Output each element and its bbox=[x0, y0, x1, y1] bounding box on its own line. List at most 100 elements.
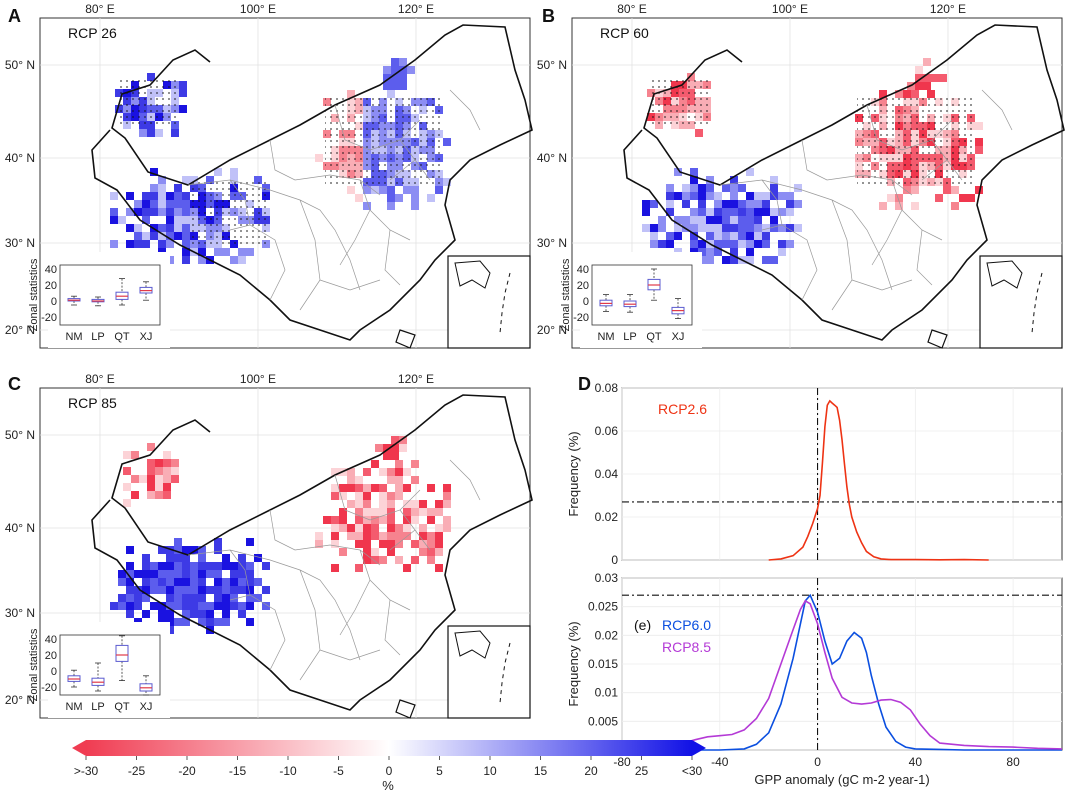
anomaly-cell bbox=[182, 586, 190, 594]
anomaly-cell bbox=[698, 216, 706, 224]
boxplot-zone-label: QT bbox=[114, 331, 130, 343]
panel-letter-b: B bbox=[542, 6, 555, 26]
anomaly-cell bbox=[419, 524, 427, 532]
anomaly-cell bbox=[931, 74, 939, 82]
anomaly-cell bbox=[770, 208, 778, 216]
anomaly-cell bbox=[222, 586, 230, 594]
colorbar: >-30 -25 -20 -15 -10 -5 0 5 10 15 20 25 <30 % bbox=[72, 740, 706, 793]
inset-boundary bbox=[1031, 272, 1043, 334]
anomaly-cell bbox=[647, 113, 655, 121]
anomaly-cell bbox=[706, 176, 714, 184]
colorbar-tick-label: -25 bbox=[128, 764, 146, 778]
anomaly-cell bbox=[363, 500, 371, 508]
anomaly-cell bbox=[690, 240, 698, 248]
x-tick-label: 0 bbox=[814, 755, 821, 769]
anomaly-cell bbox=[134, 586, 142, 594]
anomaly-cell bbox=[174, 594, 182, 602]
south-china-sea-inset bbox=[447, 255, 531, 349]
anomaly-cell bbox=[395, 476, 403, 484]
anomaly-cell bbox=[355, 476, 363, 484]
legend-label-rcp85: RCP8.5 bbox=[662, 639, 711, 655]
anomaly-cell bbox=[182, 562, 190, 570]
anomaly-cell bbox=[174, 192, 182, 200]
anomaly-cell bbox=[142, 192, 150, 200]
anomaly-cell bbox=[698, 192, 706, 200]
anomaly-cell bbox=[746, 224, 754, 232]
anomaly-cell bbox=[182, 224, 190, 232]
anomaly-cell bbox=[730, 232, 738, 240]
lon-tick-label: 100° E bbox=[240, 2, 276, 16]
anomaly-cell bbox=[443, 178, 451, 186]
anomaly-cell bbox=[347, 524, 355, 532]
anomaly-cell bbox=[403, 564, 411, 572]
anomaly-cell bbox=[198, 248, 206, 256]
anomaly-cell bbox=[923, 82, 931, 90]
anomaly-cell bbox=[331, 516, 339, 524]
anomaly-cell bbox=[698, 184, 706, 192]
anomaly-cell bbox=[150, 586, 158, 594]
anomaly-cell bbox=[174, 554, 182, 562]
anomaly-cell bbox=[166, 192, 174, 200]
anomaly-cell bbox=[698, 240, 706, 248]
anomaly-cell bbox=[238, 578, 246, 586]
boxplot-ytick-label: 20 bbox=[45, 650, 57, 662]
anomaly-cell bbox=[198, 578, 206, 586]
inset-frame bbox=[447, 625, 531, 719]
anomaly-cell bbox=[190, 578, 198, 586]
anomaly-cell bbox=[198, 594, 206, 602]
anomaly-cell bbox=[142, 610, 150, 618]
anomaly-cell bbox=[379, 500, 387, 508]
anomaly-cell bbox=[182, 176, 190, 184]
anomaly-cell bbox=[770, 256, 778, 264]
anomaly-cell bbox=[126, 240, 134, 248]
colorbar-tick-label: -15 bbox=[229, 764, 247, 778]
lat-tick-label: 40° N bbox=[5, 521, 35, 535]
anomaly-cell bbox=[126, 610, 134, 618]
anomaly-cell bbox=[730, 176, 738, 184]
anomaly-cell bbox=[123, 499, 131, 507]
anomaly-cell bbox=[163, 475, 171, 483]
y-tick-label: 0.06 bbox=[595, 424, 619, 438]
inset-frame bbox=[447, 255, 531, 349]
anomaly-cell bbox=[738, 216, 746, 224]
anomaly-cell bbox=[355, 564, 363, 572]
anomaly-cell bbox=[182, 256, 190, 264]
anomaly-cell bbox=[435, 524, 443, 532]
x-axis-label: GPP anomaly (gC m-2 year-1) bbox=[754, 772, 929, 787]
colorbar-tick-label: -20 bbox=[178, 764, 196, 778]
boxplot-frame bbox=[59, 264, 161, 326]
anomaly-cell bbox=[142, 232, 150, 240]
y-axis-label: Frequency (%) bbox=[566, 621, 581, 706]
anomaly-cell bbox=[746, 200, 754, 208]
anomaly-cell bbox=[214, 578, 222, 586]
boxplot-ytick-label: -20 bbox=[41, 312, 57, 324]
anomaly-cell bbox=[903, 186, 911, 194]
anomaly-cell bbox=[230, 168, 238, 176]
anomaly-cell bbox=[134, 240, 142, 248]
anomaly-cell bbox=[387, 194, 395, 202]
anomaly-cell bbox=[387, 476, 395, 484]
anomaly-cell bbox=[339, 484, 347, 492]
anomaly-cell bbox=[754, 192, 762, 200]
anomaly-cell bbox=[951, 186, 959, 194]
anomaly-cell bbox=[411, 556, 419, 564]
anomaly-cell bbox=[147, 483, 155, 491]
anomaly-cell bbox=[762, 208, 770, 216]
significance-stipple bbox=[652, 78, 712, 128]
anomaly-cell bbox=[443, 500, 451, 508]
anomaly-cell bbox=[714, 224, 722, 232]
anomaly-cell bbox=[174, 232, 182, 240]
anomaly-cell bbox=[387, 90, 395, 98]
anomaly-cell bbox=[915, 66, 923, 74]
anomaly-cell bbox=[690, 216, 698, 224]
anomaly-cell bbox=[730, 184, 738, 192]
anomaly-cell bbox=[746, 208, 754, 216]
anomaly-cell bbox=[419, 508, 427, 516]
anomaly-cell bbox=[142, 200, 150, 208]
anomaly-cell bbox=[174, 602, 182, 610]
anomaly-cell bbox=[427, 194, 435, 202]
anomaly-cell bbox=[331, 484, 339, 492]
anomaly-cell bbox=[166, 240, 174, 248]
anomaly-cell bbox=[714, 216, 722, 224]
